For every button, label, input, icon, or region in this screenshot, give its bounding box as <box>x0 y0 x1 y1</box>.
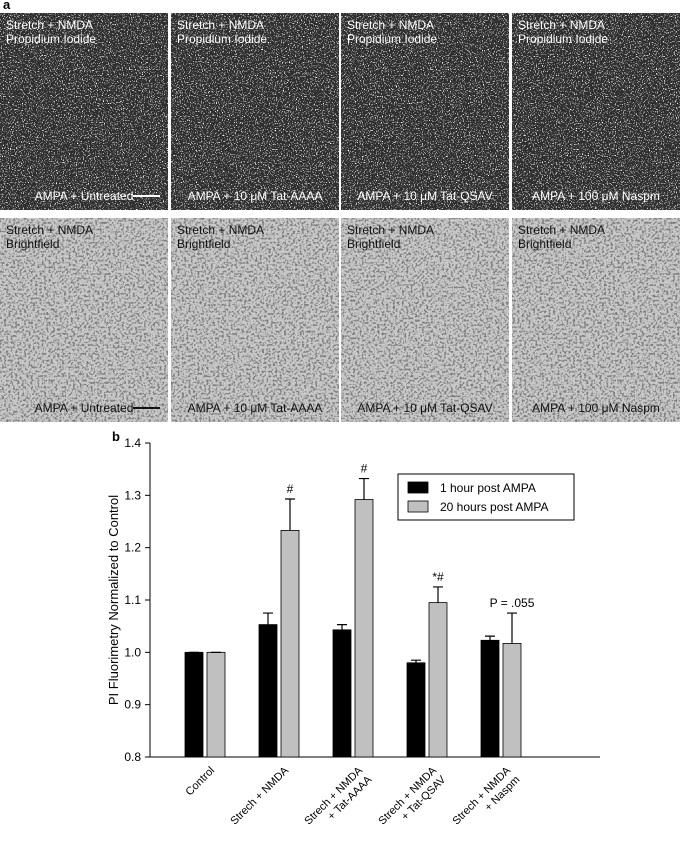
panel-caption: AMPA + 10 μM Tat-AAAA <box>188 189 323 203</box>
error-bar <box>485 635 495 641</box>
panel-caption: AMPA + 10 μM Tat-AAAA <box>188 401 323 415</box>
bar <box>206 651 226 758</box>
panel-header: Propidium Iodide <box>177 32 267 46</box>
x-tick-label: Strech + NMDA+ Tat-QSAV <box>376 764 448 836</box>
significance-label: # <box>287 482 294 496</box>
panel-header: Propidium Iodide <box>347 32 437 46</box>
bar <box>184 651 204 758</box>
panel-header: Stretch + NMDA <box>347 18 434 32</box>
y-tick-label: 0.8 <box>124 750 141 764</box>
panel-caption: AMPA + Untreated <box>35 189 134 203</box>
panel-header: Brightfield <box>6 237 59 251</box>
micrograph-texture <box>171 218 339 422</box>
bar <box>332 629 352 758</box>
x-tick-label: Strech + NMDA+ Naspm <box>450 764 522 836</box>
panel-header: Stretch + NMDA <box>177 18 264 32</box>
panel-header: Brightfield <box>347 237 400 251</box>
y-tick-label: 1.0 <box>124 645 141 659</box>
micrograph-texture <box>512 218 680 422</box>
x-tick-label: Control <box>184 765 218 799</box>
error-bar <box>411 659 421 663</box>
y-axis-label: PI Fluorimetry Normalized to Control <box>106 495 121 705</box>
legend-swatch <box>407 500 429 513</box>
y-tick-label: 0.9 <box>124 698 141 712</box>
panel-header: Stretch + NMDA <box>347 223 434 237</box>
significance-label: P = .055 <box>490 596 535 610</box>
panel-header: Brightfield <box>177 237 230 251</box>
panel-header: Propidium Iodide <box>6 32 96 46</box>
bar <box>280 529 300 758</box>
significance-label: # <box>361 462 368 476</box>
panel-caption: AMPA + Untreated <box>35 401 134 415</box>
panel-label: b <box>112 429 120 444</box>
micrograph-texture <box>0 218 168 422</box>
x-tick-label: Strech + NMDA <box>228 764 291 827</box>
y-tick-label: 1.2 <box>124 541 141 555</box>
panel-label: a <box>3 0 11 12</box>
panel-caption: AMPA + 10 μM Tat-QSAV <box>357 401 492 415</box>
error-bar <box>285 498 295 531</box>
panel-header: Stretch + NMDA <box>518 18 605 32</box>
bar <box>502 643 522 758</box>
error-bar <box>337 623 347 630</box>
bar <box>406 662 426 758</box>
y-tick-label: 1.4 <box>124 436 141 450</box>
micrograph-texture <box>0 13 168 210</box>
significance-label: *# <box>432 570 444 584</box>
error-bar <box>507 612 517 644</box>
panel-header: Brightfield <box>518 237 571 251</box>
error-bar <box>359 477 369 500</box>
panel-caption: AMPA + 100 μM Naspm <box>532 189 660 203</box>
panel-header: Stretch + NMDA <box>6 18 93 32</box>
error-bar <box>263 612 273 625</box>
legend-swatch <box>407 481 429 494</box>
panel-header: Stretch + NMDA <box>518 223 605 237</box>
legend-label: 1 hour post AMPA <box>440 481 536 495</box>
micrograph-texture <box>512 13 680 210</box>
panel-caption: AMPA + 100 μM Naspm <box>532 401 660 415</box>
panel-header: Stretch + NMDA <box>177 223 264 237</box>
bar <box>258 624 278 758</box>
panel-header: Propidium Iodide <box>518 32 608 46</box>
micrograph-texture <box>341 218 509 422</box>
bar <box>428 602 448 758</box>
x-tick-label-line: Strech + NMDA <box>228 764 291 827</box>
y-tick-label: 1.1 <box>124 593 141 607</box>
error-bar <box>433 586 443 603</box>
micrograph-texture <box>171 13 339 210</box>
x-tick-label: Strech + NMDA+ Tat-AAAA <box>302 764 374 836</box>
bar <box>480 639 500 758</box>
panel-caption: AMPA + 10 μM Tat-QSAV <box>357 189 492 203</box>
panel-header: Stretch + NMDA <box>6 223 93 237</box>
legend-label: 20 hours post AMPA <box>440 500 549 514</box>
y-tick-label: 1.3 <box>124 488 141 502</box>
bar <box>354 499 374 758</box>
x-tick-label-line: Control <box>184 765 218 799</box>
micrograph-texture <box>341 13 509 210</box>
